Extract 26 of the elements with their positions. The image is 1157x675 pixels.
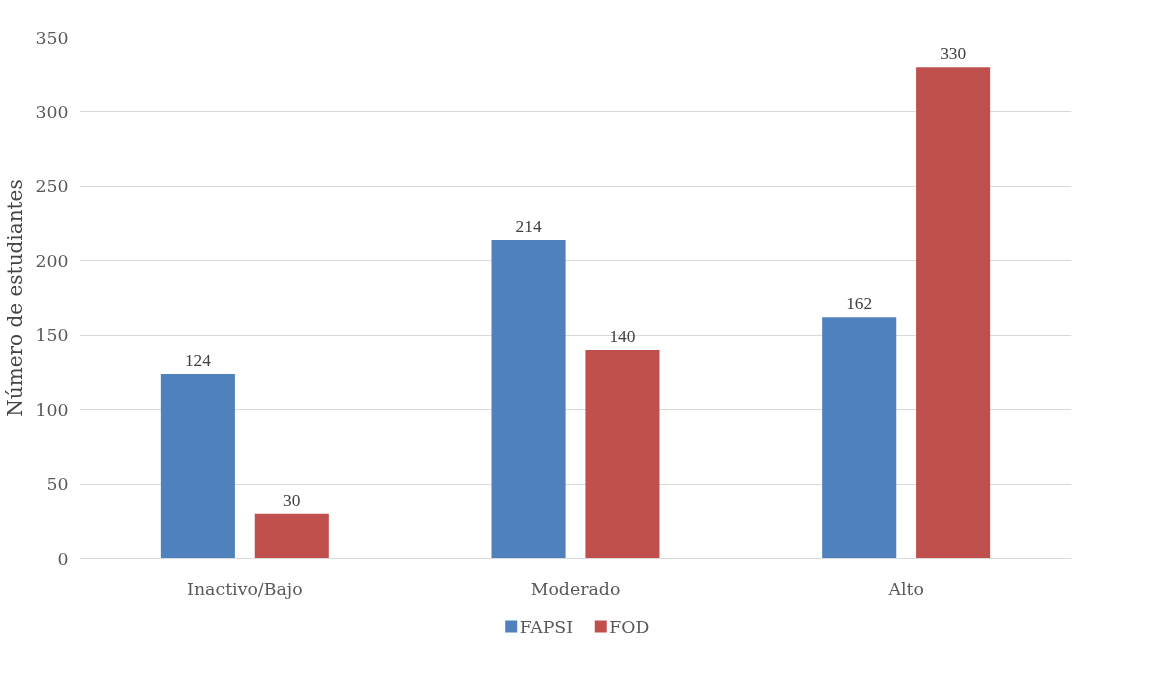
y-axis-title: Número de estudiantes — [3, 179, 28, 417]
y-tick-label: 50 — [46, 474, 69, 495]
y-tick-label: 250 — [35, 176, 69, 197]
bar — [254, 513, 329, 559]
y-tick-label: 350 — [35, 27, 69, 48]
bar — [822, 317, 897, 559]
data-label: 124 — [184, 350, 212, 370]
y-tick-label: 150 — [35, 325, 69, 346]
legend-label: FAPSI — [519, 616, 574, 637]
data-label: 214 — [515, 216, 542, 236]
x-tick-label: Alto — [887, 578, 924, 599]
x-tick-label: Moderado — [530, 578, 621, 599]
data-label: 162 — [846, 294, 873, 314]
x-tick-label: Inactivo/Bajo — [187, 578, 303, 599]
data-label: 330 — [940, 44, 967, 64]
data-label: 30 — [283, 490, 301, 510]
data-label: 140 — [609, 327, 636, 347]
bar — [585, 350, 660, 559]
y-tick-label: 200 — [35, 250, 69, 271]
legend-label: FOD — [609, 616, 650, 637]
y-tick-label: 100 — [35, 399, 69, 420]
y-tick-label: 0 — [57, 548, 69, 569]
bar — [916, 67, 991, 559]
bar — [160, 373, 235, 559]
bar — [491, 239, 566, 559]
y-tick-label: 300 — [35, 101, 69, 122]
